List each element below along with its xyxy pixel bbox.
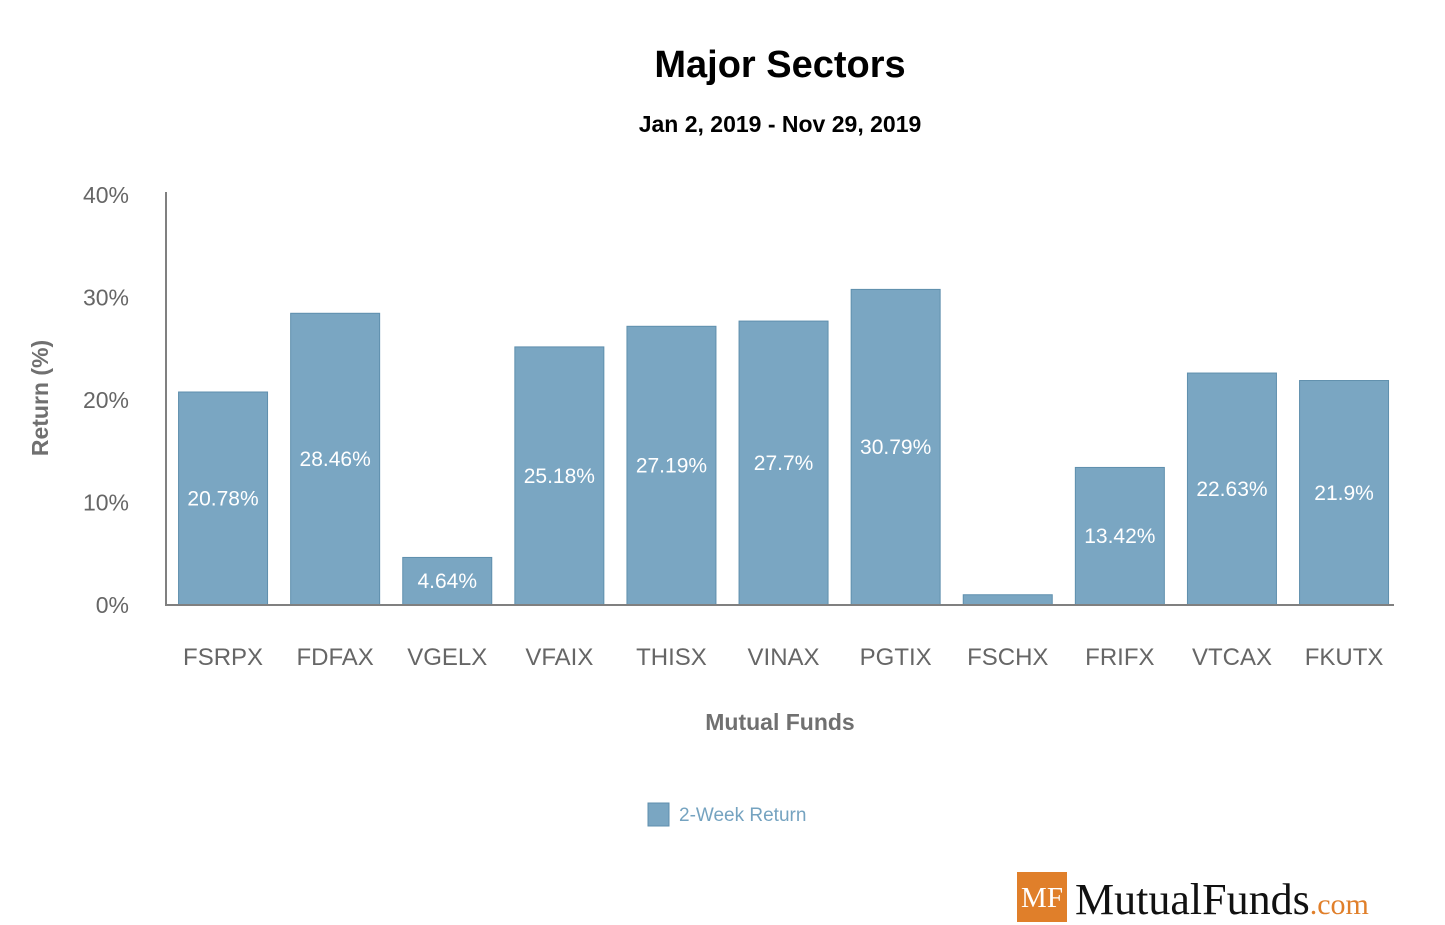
bar-vfaix[interactable] (514, 346, 605, 606)
x-tick-label-thisx: THISX (636, 644, 707, 671)
y-axis-ticks: 0% 10% 20% 30% 40% (83, 182, 129, 618)
bar-value-label: 20.78% (187, 488, 258, 511)
bar-frifx[interactable] (1074, 466, 1165, 606)
bar-fkutx[interactable] (1299, 380, 1390, 606)
logo-name: MutualFunds (1075, 875, 1310, 924)
logo-wordmark: MutualFunds.com (1075, 875, 1369, 924)
x-tick-label-fschx: FSCHX (967, 644, 1048, 671)
x-tick-label-vtcax: VTCAX (1192, 644, 1272, 671)
bar-vinax[interactable] (738, 320, 829, 606)
bar-fdfax[interactable] (290, 312, 381, 606)
bar-series: 20.78% 28.46% 4.64% 25.18% 27.19% 27.7% 30.79%… (178, 288, 1390, 606)
logo-badge-text: MF (1021, 882, 1063, 914)
mutualfunds-logo: MF MutualFunds.com (1017, 872, 1369, 924)
bar-value-label: 22.63% (1196, 478, 1267, 501)
chart-subtitle: Jan 2, 2019 - Nov 29, 2019 (639, 111, 922, 137)
x-tick-label-fdfax: FDFAX (296, 644, 373, 671)
bar-thisx[interactable] (626, 325, 717, 606)
x-tick-label-fkutx: FKUTX (1305, 644, 1384, 671)
bar-fsrpx[interactable] (178, 391, 269, 606)
bar-value-label: 28.46% (300, 448, 371, 471)
bar-fschx[interactable] (962, 594, 1053, 606)
y-tick-label: 10% (83, 490, 129, 516)
x-axis-labels: FSRPX FDFAX VGELX VFAIX THISX VINAX PGTIX FSCHX… (183, 644, 1383, 671)
logo-suffix: .com (1310, 888, 1369, 921)
bar-value-label: 25.18% (524, 465, 595, 488)
chart-title: Major Sectors (654, 44, 905, 86)
y-tick-label: 40% (83, 182, 129, 208)
x-tick-label-vinax: VINAX (748, 644, 820, 671)
x-tick-label-fsrpx: FSRPX (183, 644, 263, 671)
bar-value-label: 4.64% (417, 570, 477, 593)
x-axis-title: Mutual Funds (705, 709, 854, 735)
y-tick-label: 0% (96, 592, 129, 618)
legend-swatch (647, 802, 670, 827)
bar-value-label: 13.42% (1084, 525, 1155, 548)
bar-value-label: 27.19% (636, 455, 707, 478)
legend[interactable]: 2-Week Return (647, 802, 806, 827)
legend-label: 2-Week Return (679, 805, 806, 826)
bar-vgelx[interactable] (402, 556, 493, 606)
y-axis-title: Return (%) (27, 340, 53, 456)
bar-value-label: 27.7% (754, 452, 814, 475)
y-tick-label: 20% (83, 387, 129, 413)
logo-badge (1017, 872, 1067, 922)
x-tick-label-vfaix: VFAIX (525, 644, 593, 671)
x-tick-label-frifx: FRIFX (1085, 644, 1154, 671)
bar-value-label: 21.9% (1314, 482, 1374, 505)
bar-value-label: 30.79% (860, 436, 931, 459)
x-tick-label-pgtix: PGTIX (860, 644, 932, 671)
x-tick-label-vgelx: VGELX (407, 644, 487, 671)
y-tick-label: 30% (83, 285, 129, 311)
